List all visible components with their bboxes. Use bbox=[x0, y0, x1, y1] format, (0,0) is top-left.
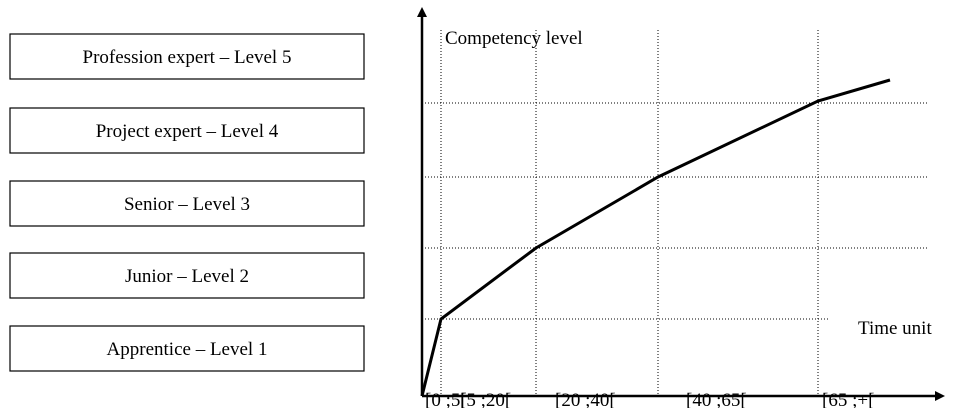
interval-label: [20 ;40[ bbox=[555, 390, 616, 408]
grid bbox=[422, 30, 928, 396]
level-label: Senior – Level 3 bbox=[124, 194, 250, 215]
level-label: Apprentice – Level 1 bbox=[107, 339, 268, 360]
y-axis-label: Competency level bbox=[445, 28, 583, 49]
level-boxes: Profession expert – Level 5 Project exper… bbox=[9, 33, 365, 372]
level-box bbox=[9, 252, 365, 299]
level-box bbox=[9, 325, 365, 372]
interval-label: [5 ;20[ bbox=[460, 390, 511, 408]
level-label: Junior – Level 2 bbox=[125, 266, 249, 287]
interval-label: [65 ;+[ bbox=[822, 390, 874, 408]
interval-label: [0 ;5[ bbox=[425, 390, 467, 408]
level-box bbox=[9, 107, 365, 154]
level-label: Project expert – Level 4 bbox=[96, 121, 279, 142]
level-label: Profession expert – Level 5 bbox=[83, 47, 292, 68]
level-box bbox=[9, 33, 365, 80]
x-axis-label: Time unit bbox=[858, 318, 932, 339]
level-box bbox=[9, 180, 365, 227]
interval-label: [40 ;65[ bbox=[686, 390, 747, 408]
interval-labels: [0 ;5[[5 ;20[ [20 ;40[ [40 ;65[ [65 ;+[ bbox=[425, 390, 874, 408]
competency-curve bbox=[420, 78, 891, 397]
